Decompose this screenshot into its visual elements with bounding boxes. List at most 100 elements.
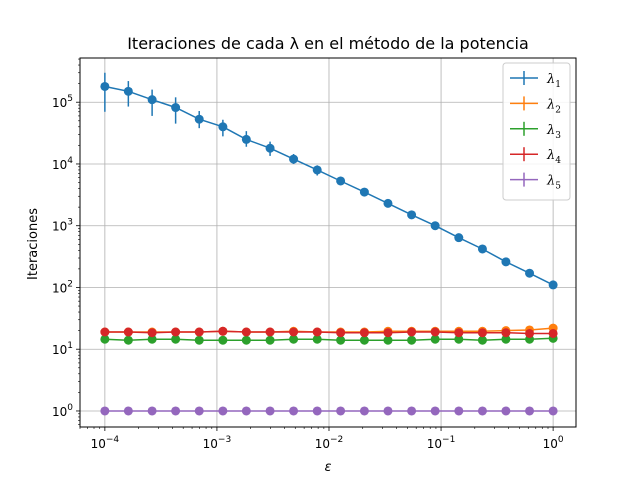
grid: [80, 58, 576, 427]
chart-title: Iteraciones de cada λ en el método de la…: [127, 34, 529, 53]
data-point: [454, 406, 464, 416]
legend-label: λ2: [546, 97, 561, 115]
data-point: [312, 327, 322, 337]
legend-label: λ1: [546, 72, 561, 90]
plot-area: [100, 72, 558, 416]
x-tick-label: 10−1: [427, 435, 456, 451]
data-point: [312, 334, 322, 344]
data-point: [194, 335, 204, 345]
data-point: [123, 86, 133, 96]
data-point: [123, 327, 133, 337]
y-tick-label: 105: [52, 94, 73, 110]
series-lambda-3: [100, 333, 558, 345]
data-point: [194, 406, 204, 416]
data-point: [548, 328, 558, 338]
data-point: [312, 406, 322, 416]
y-tick-label: 104: [52, 156, 73, 172]
data-point: [123, 406, 133, 416]
data-point: [147, 95, 157, 105]
data-point: [171, 103, 181, 113]
data-point: [241, 134, 251, 144]
data-point: [194, 327, 204, 337]
data-point: [501, 257, 511, 267]
data-point: [147, 334, 157, 344]
data-point: [359, 328, 369, 338]
legend-item: λ2: [510, 96, 561, 115]
data-point: [430, 406, 440, 416]
x-axis-label: ε: [324, 460, 331, 475]
x-tick-label: 100: [543, 435, 564, 451]
data-point: [525, 328, 535, 338]
data-point: [501, 406, 511, 416]
data-point: [241, 335, 251, 345]
x-axis: 10−4 10−3 10−2 10−1 100: [79, 427, 564, 451]
data-point: [454, 233, 464, 243]
series-lambda-1: [100, 72, 558, 290]
data-point: [218, 326, 228, 336]
data-point: [100, 81, 110, 91]
data-point: [383, 198, 393, 208]
data-point: [477, 335, 487, 345]
data-point: [289, 327, 299, 337]
data-point: [265, 327, 275, 337]
y-axis: 100 101 102 103 104 105: [52, 58, 80, 425]
data-point: [548, 406, 558, 416]
y-tick-label: 100: [52, 403, 73, 419]
legend-label: λ5: [546, 174, 561, 192]
data-point: [407, 406, 417, 416]
data-point: [100, 327, 110, 337]
x-tick-label: 10−2: [315, 435, 344, 451]
legend-item: λ1: [510, 71, 561, 90]
data-point: [100, 406, 110, 416]
data-point: [265, 143, 275, 153]
data-point: [430, 334, 440, 344]
data-point: [194, 114, 204, 124]
data-point: [171, 327, 181, 337]
data-point: [477, 244, 487, 254]
data-point: [312, 165, 322, 175]
data-point: [171, 406, 181, 416]
data-point: [289, 334, 299, 344]
legend-label: λ4: [546, 148, 561, 166]
legend-item: λ4: [510, 147, 561, 166]
data-point: [359, 335, 369, 345]
data-point: [407, 335, 417, 345]
data-point: [336, 176, 346, 186]
plot-frame: [79, 57, 577, 428]
data-point: [147, 328, 157, 338]
y-axis-label: Iteraciones: [26, 208, 41, 280]
data-point: [147, 406, 157, 416]
x-tick-label: 10−3: [203, 435, 232, 451]
data-point: [336, 328, 346, 338]
legend-box: [502, 62, 571, 201]
data-point: [477, 406, 487, 416]
data-point: [218, 406, 228, 416]
data-point: [501, 334, 511, 344]
data-point: [336, 406, 346, 416]
data-point: [383, 406, 393, 416]
data-point: [336, 335, 346, 345]
data-point: [241, 327, 251, 337]
data-point: [289, 154, 299, 164]
data-point: [525, 268, 535, 278]
series-lambda-5: [100, 406, 558, 416]
data-point: [100, 334, 110, 344]
data-point: [265, 406, 275, 416]
data-point: [430, 221, 440, 231]
data-point: [383, 335, 393, 345]
data-point: [383, 328, 393, 338]
data-point: [171, 334, 181, 344]
data-point: [525, 406, 535, 416]
data-point: [359, 406, 369, 416]
legend-item: λ5: [510, 172, 561, 192]
y-tick-label: 102: [52, 279, 73, 295]
legend: λ1 λ2 λ3 λ4 λ5: [502, 62, 571, 201]
data-point: [265, 335, 275, 345]
data-point: [359, 187, 369, 197]
y-tick-label: 103: [52, 218, 73, 234]
data-point: [407, 210, 417, 220]
x-tick-label: 10−4: [91, 435, 120, 451]
data-point: [218, 122, 228, 132]
legend-label: λ3: [546, 123, 561, 141]
data-point: [454, 334, 464, 344]
